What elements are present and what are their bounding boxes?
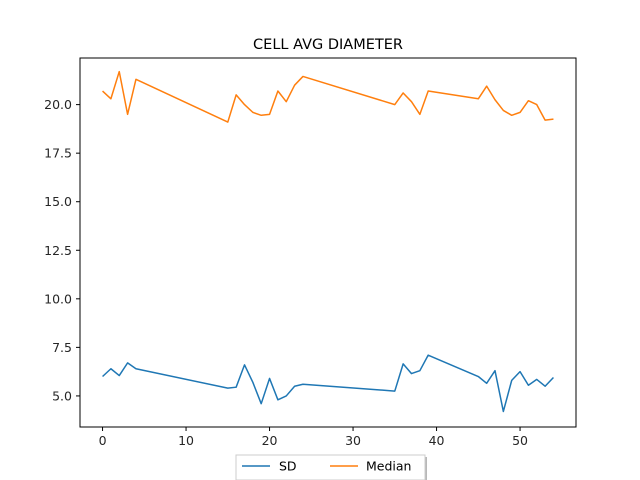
series-lines: [102, 70, 554, 413]
x-tick-label: 40: [429, 433, 445, 448]
y-tick-label: 17.5: [44, 146, 72, 161]
plot-frame: [79, 57, 577, 428]
x-tick-label: 30: [345, 433, 361, 448]
y-tick-label: 10.0: [44, 291, 72, 306]
legend: SD Median: [235, 454, 427, 480]
y-tick-label: 5.0: [52, 388, 72, 403]
x-tick-label: 50: [512, 433, 528, 448]
y-tick-label: 7.5: [52, 340, 72, 355]
chart-title: CELL AVG DIAMETER: [253, 37, 403, 53]
x-tick-label: 20: [262, 433, 278, 448]
y-tick-label: 20.0: [44, 97, 72, 112]
y-tick-label: 12.5: [44, 243, 72, 258]
legend-label-median: Median: [366, 459, 411, 474]
series-line-sd: [102, 354, 554, 413]
series-line-median: [102, 70, 554, 123]
legend-label-sd: SD: [279, 459, 297, 474]
x-tick-label: 0: [99, 433, 107, 448]
y-tick-label: 15.0: [44, 194, 72, 209]
x-tick-label: 10: [178, 433, 194, 448]
x-axis: 0 10 20 30 40 50: [99, 427, 528, 448]
legend-box: [235, 454, 426, 480]
legend-items: SD Median: [242, 459, 411, 474]
y-axis: 5.0 7.5 10.0 12.5 15.0 17.5 20.0: [44, 97, 80, 403]
